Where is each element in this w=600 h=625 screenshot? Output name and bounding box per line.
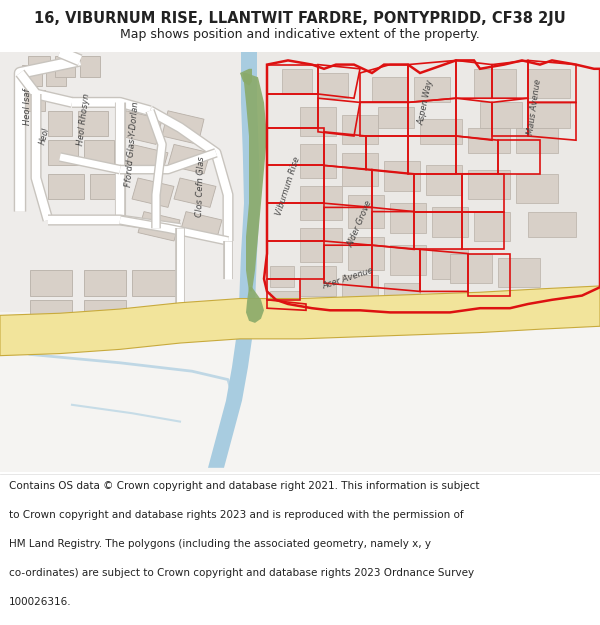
Polygon shape (90, 174, 120, 199)
Polygon shape (48, 111, 72, 136)
Polygon shape (348, 195, 384, 228)
Polygon shape (240, 69, 252, 86)
Polygon shape (0, 52, 252, 325)
Polygon shape (300, 266, 336, 296)
Polygon shape (348, 237, 384, 271)
Text: co-ordinates) are subject to Crown copyright and database rights 2023 Ordnance S: co-ordinates) are subject to Crown copyr… (9, 568, 474, 578)
Polygon shape (528, 102, 570, 127)
Polygon shape (30, 271, 72, 296)
Polygon shape (516, 174, 558, 203)
Text: Contains OS data © Crown copyright and database right 2021. This information is : Contains OS data © Crown copyright and d… (9, 481, 479, 491)
Polygon shape (528, 69, 570, 98)
Polygon shape (22, 64, 42, 86)
Polygon shape (342, 152, 378, 186)
Polygon shape (384, 161, 420, 191)
Polygon shape (168, 144, 210, 174)
Polygon shape (282, 69, 312, 94)
Polygon shape (55, 56, 75, 78)
Polygon shape (84, 271, 126, 296)
Polygon shape (25, 90, 45, 111)
Polygon shape (372, 78, 408, 102)
Text: HM Land Registry. The polygons (including the associated geometry, namely x, y: HM Land Registry. The polygons (includin… (9, 539, 431, 549)
Polygon shape (390, 203, 426, 232)
Polygon shape (498, 258, 540, 288)
Polygon shape (208, 52, 260, 468)
Text: Aspen Way: Aspen Way (417, 79, 435, 126)
Polygon shape (480, 102, 522, 127)
Polygon shape (300, 144, 336, 178)
Polygon shape (162, 111, 204, 144)
Text: Maus Avenue: Maus Avenue (526, 78, 542, 135)
Polygon shape (252, 52, 600, 338)
Polygon shape (180, 212, 222, 241)
Polygon shape (528, 212, 576, 237)
Polygon shape (468, 169, 510, 199)
Polygon shape (450, 254, 492, 283)
Polygon shape (468, 127, 510, 152)
Text: Viburnum Rise: Viburnum Rise (274, 156, 302, 217)
Text: Acer Avenue: Acer Avenue (322, 266, 374, 291)
Text: Map shows position and indicative extent of the property.: Map shows position and indicative extent… (120, 28, 480, 41)
Polygon shape (30, 300, 72, 321)
Polygon shape (516, 127, 558, 152)
Polygon shape (243, 73, 267, 291)
Polygon shape (432, 208, 468, 237)
Polygon shape (126, 144, 168, 174)
Polygon shape (432, 249, 468, 279)
Polygon shape (174, 178, 216, 208)
Polygon shape (474, 69, 516, 98)
Polygon shape (384, 283, 420, 304)
Polygon shape (132, 178, 174, 208)
Polygon shape (426, 166, 462, 195)
Polygon shape (342, 274, 378, 300)
Text: Alder Grove: Alder Grove (346, 199, 374, 249)
Text: 16, VIBURNUM RISE, LLANTWIT FARDRE, PONTYPRIDD, CF38 2JU: 16, VIBURNUM RISE, LLANTWIT FARDRE, PONT… (34, 11, 566, 26)
Polygon shape (270, 266, 294, 288)
Polygon shape (28, 56, 50, 69)
Text: to Crown copyright and database rights 2023 and is reproduced with the permissio: to Crown copyright and database rights 2… (9, 510, 464, 520)
Polygon shape (378, 107, 414, 128)
Polygon shape (300, 107, 336, 136)
Text: Heol: Heol (38, 126, 52, 146)
Polygon shape (474, 212, 510, 241)
Polygon shape (414, 78, 450, 102)
Text: Heol Rhosyn: Heol Rhosyn (76, 92, 92, 146)
Polygon shape (318, 73, 348, 98)
Polygon shape (48, 174, 84, 199)
Polygon shape (300, 186, 342, 220)
Text: Ffordd Glas-Y-Dorlan: Ffordd Glas-Y-Dorlan (124, 101, 140, 188)
Polygon shape (300, 228, 342, 262)
Polygon shape (246, 288, 264, 323)
Polygon shape (48, 140, 78, 166)
Polygon shape (120, 111, 162, 144)
Text: 100026316.: 100026316. (9, 598, 71, 608)
Polygon shape (0, 286, 600, 356)
Polygon shape (390, 245, 426, 274)
Text: Clos Cefn Glas: Clos Cefn Glas (196, 156, 206, 217)
Polygon shape (80, 56, 100, 78)
Polygon shape (46, 64, 66, 86)
Polygon shape (270, 291, 300, 312)
Polygon shape (138, 212, 180, 241)
Polygon shape (132, 271, 180, 296)
Polygon shape (84, 300, 126, 321)
Text: Heol Isaf: Heol Isaf (23, 88, 32, 125)
Polygon shape (0, 312, 600, 472)
Polygon shape (84, 140, 114, 166)
Polygon shape (420, 119, 462, 144)
Polygon shape (78, 111, 108, 136)
Polygon shape (342, 115, 378, 144)
